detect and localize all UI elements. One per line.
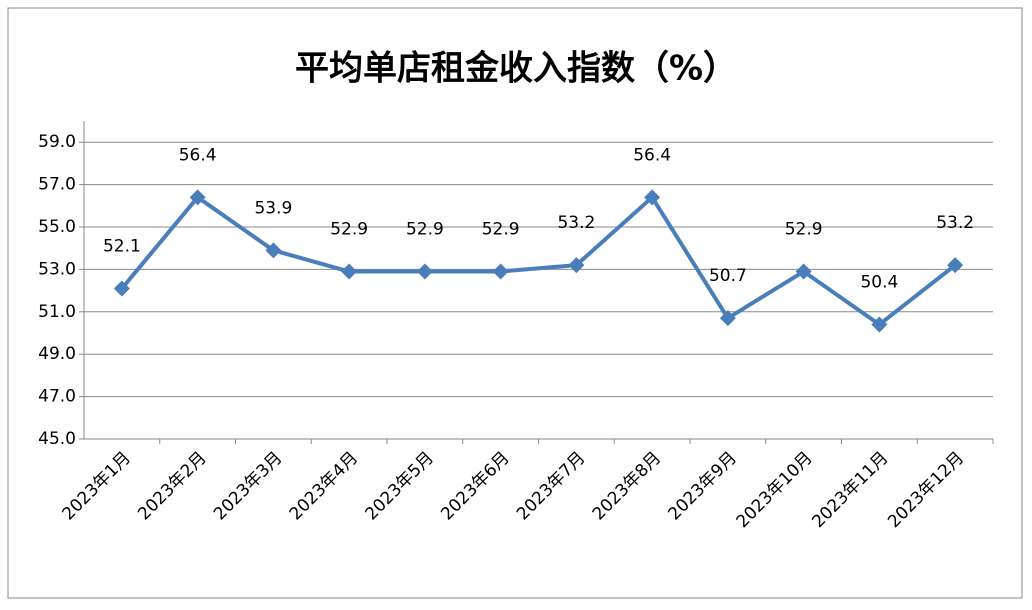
y-tick-label: 53.0	[38, 259, 76, 279]
data-label: 53.9	[254, 198, 292, 218]
marker	[719, 310, 736, 327]
y-tick-label: 57.0	[38, 175, 76, 195]
data-label: 50.4	[860, 273, 898, 293]
data-label: 50.7	[709, 266, 747, 286]
y-tick-label: 55.0	[38, 217, 76, 237]
data-label: 52.9	[482, 220, 520, 240]
marker	[416, 263, 433, 280]
data-label: 53.2	[936, 213, 974, 233]
data-label: 53.2	[557, 213, 595, 233]
marker	[871, 316, 888, 333]
chart-title: 平均单店租金收入指数（%）	[295, 49, 737, 89]
data-label: 52.1	[103, 236, 141, 256]
y-tick-label: 45.0	[38, 429, 76, 449]
chart-frame	[7, 7, 1023, 599]
marker	[568, 257, 585, 274]
data-label: 52.9	[406, 220, 444, 240]
series-line	[120, 195, 957, 327]
y-tick-label: 49.0	[38, 344, 76, 364]
marker	[492, 263, 509, 280]
y-tick-label: 47.0	[38, 387, 76, 407]
y-tick-label: 51.0	[38, 302, 76, 322]
data-label: 52.9	[330, 220, 368, 240]
data-label: 52.9	[785, 220, 823, 240]
data-label: 56.4	[179, 145, 217, 165]
marker	[795, 263, 812, 280]
marker	[265, 242, 282, 259]
marker	[644, 189, 661, 206]
marker	[341, 263, 358, 280]
marker	[113, 280, 130, 297]
marker	[189, 189, 206, 206]
data-label: 56.4	[633, 145, 671, 165]
y-tick-label: 59.0	[38, 132, 76, 152]
marker	[947, 257, 964, 274]
